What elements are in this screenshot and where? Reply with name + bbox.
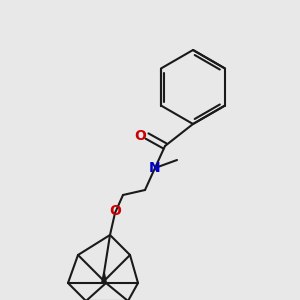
Text: O: O: [109, 204, 121, 218]
Text: O: O: [134, 129, 146, 143]
Text: N: N: [149, 161, 161, 175]
